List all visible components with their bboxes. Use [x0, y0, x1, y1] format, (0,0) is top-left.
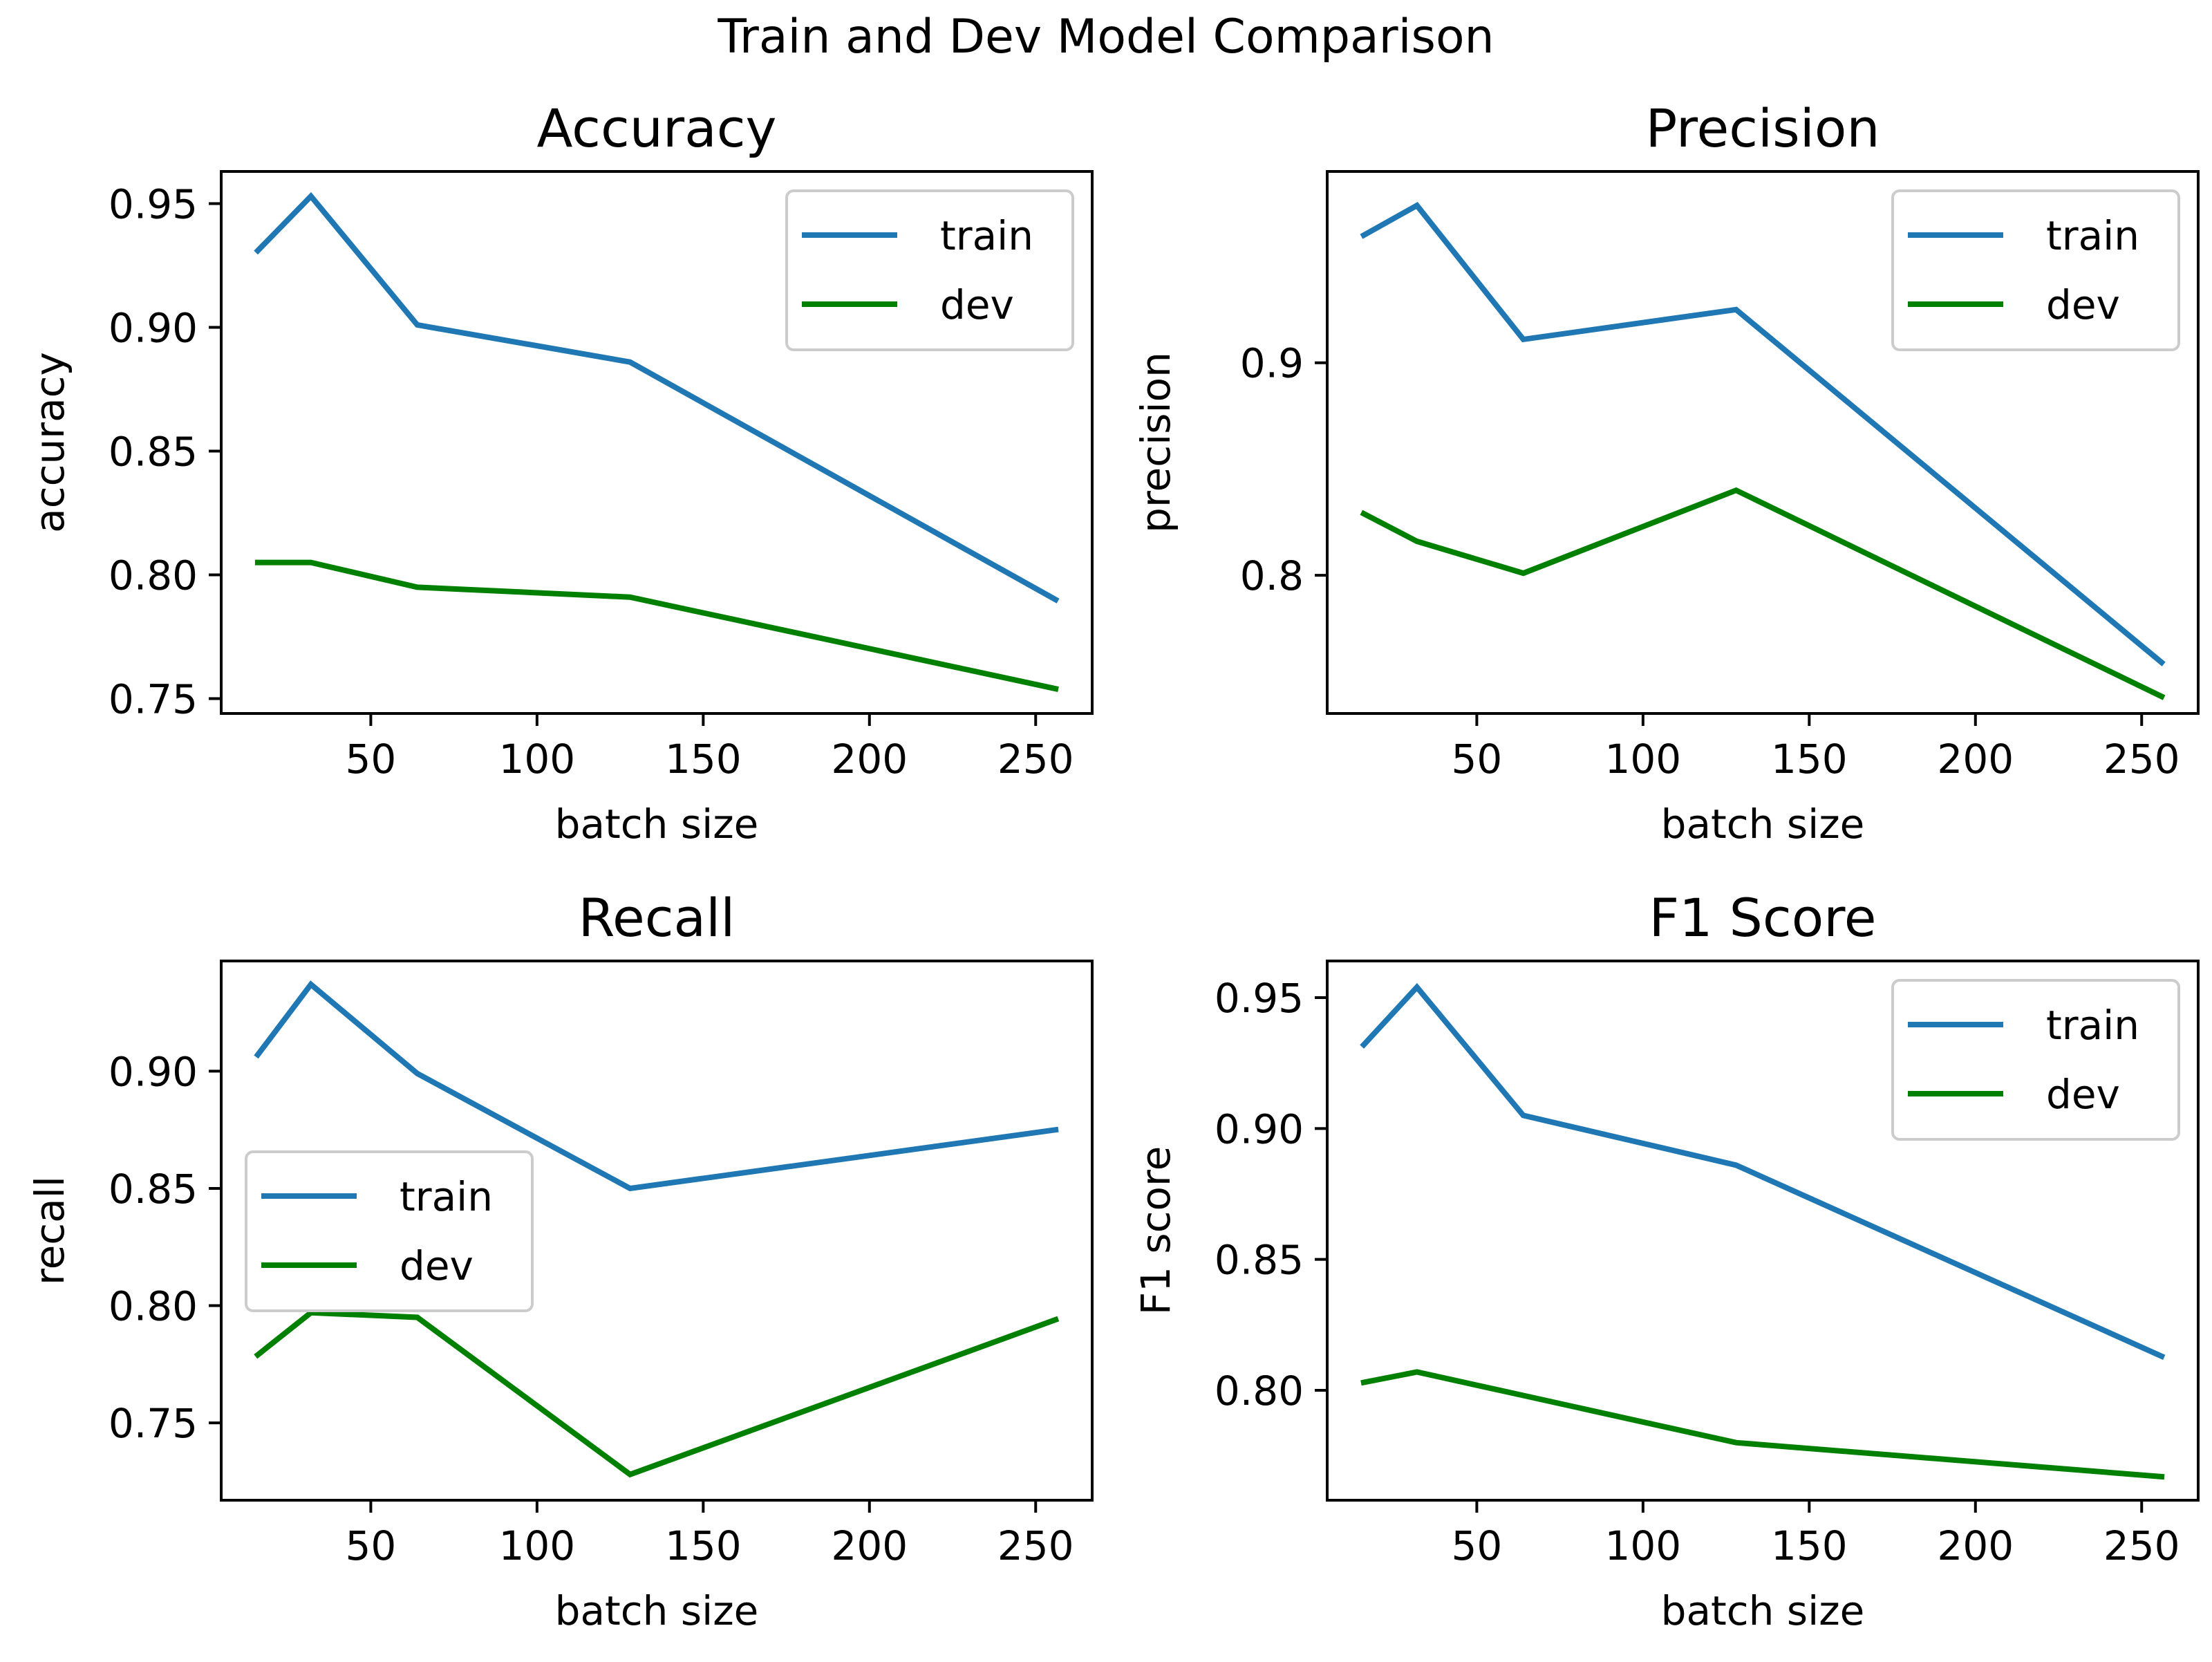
series-line-dev [1360, 1369, 2165, 1480]
y-axis-label: precision [1132, 352, 1179, 533]
series-line-train [1360, 982, 2166, 1360]
legend: train dev [245, 1150, 534, 1312]
x-tick-label: 150 [665, 1522, 742, 1569]
legend-label-train: train [400, 1173, 493, 1220]
x-tick-label: 50 [1452, 1522, 1503, 1569]
y-axis-label: recall [26, 1176, 73, 1285]
y-tick-label: 0.90 [109, 305, 198, 352]
legend: train dev [785, 189, 1074, 351]
series-line-train [1360, 202, 2166, 666]
x-tick-label: 100 [1605, 1522, 1682, 1569]
y-axis-label: F1 score [1132, 1146, 1179, 1316]
x-tick-label: 250 [2103, 1522, 2180, 1569]
legend-box [1891, 979, 2180, 1141]
x-tick-label: 50 [1452, 736, 1503, 783]
x-tick-label: 150 [1771, 736, 1848, 783]
legend-box [245, 1150, 534, 1312]
legend-label-train: train [940, 212, 1033, 259]
y-tick-label: 0.85 [109, 429, 198, 476]
subplot-1: Accuracy 50 100 150 200 250 0.75 0.80 0.85 0.90 0.… [26, 97, 1094, 848]
legend-label-train: train [2046, 212, 2139, 259]
y-tick-label: 0.90 [1215, 1105, 1304, 1152]
y-tick-label: 0.8 [1240, 552, 1304, 599]
x-tick-label: 150 [1771, 1522, 1848, 1569]
x-axis-label: batch size [1661, 1587, 1865, 1634]
legend-label-train: train [2046, 1002, 2139, 1049]
x-tick-label: 150 [665, 736, 742, 783]
x-axis-label: batch size [555, 801, 759, 848]
subplot-2: Precision 50 100 150 200 250 0.8 0.9 batch size p… [1132, 97, 2200, 848]
y-tick-label: 0.95 [109, 181, 198, 228]
subplot-title: Accuracy [537, 97, 777, 159]
y-tick-label: 0.85 [109, 1166, 198, 1213]
x-tick-label: 50 [346, 736, 397, 783]
subplot-3: Recall 50 100 150 200 250 0.75 0.80 0.85 0.90 batc… [26, 887, 1094, 1634]
x-tick-label: 200 [1937, 1522, 2014, 1569]
legend: train dev [1891, 189, 2180, 351]
y-tick-label: 0.95 [1215, 975, 1304, 1022]
subplot-title: Precision [1645, 97, 1880, 159]
legend-box [785, 189, 1074, 351]
legend-label-dev: dev [2046, 1071, 2120, 1118]
x-axis-label: batch size [555, 1587, 759, 1634]
figure-title: Train and Dev Model Comparison [717, 10, 1494, 64]
series-line-train [254, 192, 1060, 604]
subplot-title: Recall [579, 887, 735, 949]
legend-box [1891, 189, 2180, 351]
x-tick-label: 100 [499, 1522, 576, 1569]
y-tick-label: 0.80 [109, 552, 198, 599]
legend: train dev [1891, 979, 2180, 1141]
series-line-dev [254, 559, 1059, 692]
subplot-title: F1 Score [1649, 887, 1876, 949]
y-tick-label: 0.75 [109, 1400, 198, 1447]
x-tick-label: 50 [346, 1522, 397, 1569]
x-tick-label: 250 [997, 1522, 1074, 1569]
y-tick-label: 0.85 [1215, 1237, 1304, 1284]
x-tick-label: 100 [1605, 736, 1682, 783]
series-line-dev [1360, 487, 2166, 700]
series-line-dev [254, 1309, 1060, 1478]
axes-frame [220, 170, 1094, 715]
axes-frame [220, 960, 1094, 1502]
legend-label-dev: dev [2046, 281, 2120, 328]
y-tick-label: 0.80 [109, 1283, 198, 1330]
x-tick-label: 200 [831, 1522, 908, 1569]
axes-frame [1326, 170, 2200, 715]
y-tick-label: 0.9 [1240, 340, 1304, 387]
y-tick-label: 0.75 [109, 676, 198, 723]
axes-frame [1326, 960, 2200, 1502]
legend-label-dev: dev [400, 1242, 474, 1289]
x-tick-label: 100 [499, 736, 576, 783]
y-axis-label: accuracy [26, 352, 73, 533]
x-tick-label: 250 [997, 736, 1074, 783]
y-tick-label: 0.90 [109, 1048, 198, 1095]
subplot-4: F1 Score 50 100 150 200 250 0.80 0.85 0.90 0.95 ba… [1132, 887, 2200, 1634]
series-line-train [254, 980, 1059, 1192]
y-tick-label: 0.80 [1215, 1367, 1304, 1414]
legend-label-dev: dev [940, 281, 1014, 328]
x-axis-label: batch size [1661, 801, 1865, 848]
x-tick-label: 200 [831, 736, 908, 783]
x-tick-label: 200 [1937, 736, 2014, 783]
x-tick-label: 250 [2103, 736, 2180, 783]
